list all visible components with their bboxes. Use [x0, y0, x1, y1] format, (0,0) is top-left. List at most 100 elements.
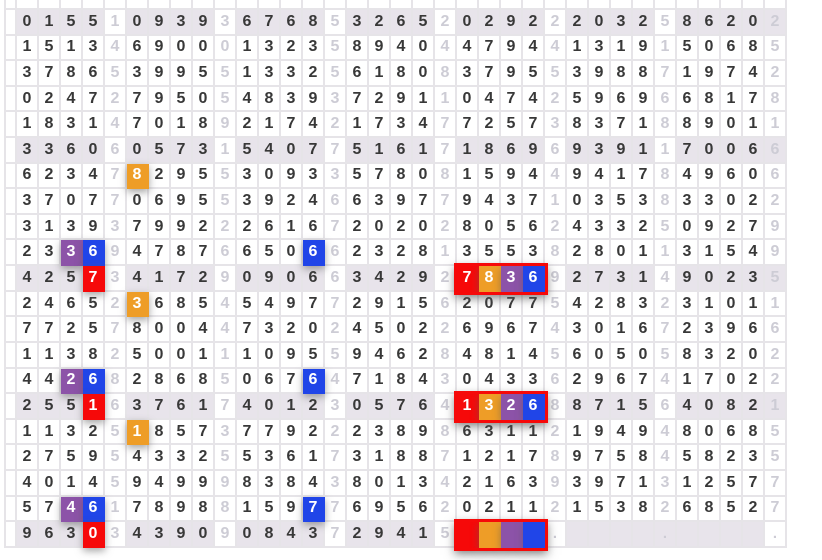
separator-digit-cell: 6	[105, 394, 127, 420]
grid-cell: 0	[567, 189, 589, 215]
separator-digit-cell: 7	[655, 317, 677, 343]
grid-cell: 7	[39, 496, 61, 523]
separator-digit-cell: 7	[105, 163, 127, 190]
grid-cell: 5	[633, 394, 655, 420]
grid-cell: 6	[127, 35, 149, 62]
grid-cell: 8	[391, 445, 413, 471]
grid-cell: 5	[721, 240, 743, 267]
grid-cell: 4	[523, 342, 545, 369]
grid-cell: 1	[611, 317, 633, 343]
empty-cell	[699, 522, 721, 548]
grid-cell: 0	[677, 214, 699, 241]
grid-cell: 7	[39, 317, 61, 343]
grid-cell: 9	[281, 419, 303, 446]
grid-cell: 5	[303, 342, 325, 369]
empty-cell	[633, 522, 655, 548]
separator-digit-cell: 6	[765, 163, 787, 190]
grid-cell: 5	[567, 86, 589, 113]
grid-cell: 3	[17, 61, 39, 87]
grid-cell: 3	[501, 368, 523, 395]
grid-cell: 7	[523, 291, 545, 318]
grid-cell: 4	[391, 522, 413, 548]
separator-digit-cell: 6	[215, 240, 237, 267]
grid-cell: 0	[127, 138, 149, 164]
grid-cell: 2	[83, 419, 105, 446]
grid-cell: 3	[611, 10, 633, 36]
partial-top-cell	[545, 0, 567, 10]
grid-cell: 1	[171, 112, 193, 139]
highlight-cell-red: 0	[83, 522, 105, 548]
partial-top-cell	[39, 0, 61, 10]
grid-cell: 7	[589, 394, 611, 420]
separator-digit-cell: 8	[545, 394, 567, 420]
separator-digit-cell: 7	[765, 470, 787, 497]
separator-digit-cell: 2	[765, 61, 787, 87]
grid-cell: 5	[61, 266, 83, 292]
separator-digit-cell: 5	[325, 342, 347, 369]
grid-cell: 0	[743, 10, 765, 36]
grid-cell: 5	[237, 291, 259, 318]
grid-cell: 0	[193, 35, 215, 62]
grid-cell: 0	[17, 86, 39, 113]
grid-cell: 5	[193, 61, 215, 87]
grid-cell: 3	[589, 214, 611, 241]
grid-cell: 9	[721, 317, 743, 343]
grid-cell: 1	[83, 112, 105, 139]
grid-cell: 2	[479, 445, 501, 471]
grid-cell: 3	[61, 522, 83, 548]
partial-left-cell	[4, 112, 17, 139]
grid-cell: 9	[567, 138, 589, 164]
grid-cell: 2	[281, 35, 303, 62]
grid-cell: 0	[171, 342, 193, 369]
grid-cell: 9	[149, 86, 171, 113]
grid-cell: 9	[171, 214, 193, 241]
highlight-cell-blue: 6	[523, 394, 545, 420]
grid-cell: 6	[83, 61, 105, 87]
grid-cell: 2	[479, 10, 501, 36]
grid-cell: 7	[743, 470, 765, 497]
grid-cell: 6	[523, 214, 545, 241]
grid-cell: 3	[39, 240, 61, 267]
grid-cell: 5	[259, 240, 281, 267]
partial-left-cell	[4, 445, 17, 471]
grid-cell: 1	[39, 214, 61, 241]
grid-cell: 1	[17, 35, 39, 62]
grid-cell: 6	[281, 445, 303, 471]
partial-top-cell	[149, 0, 171, 10]
grid-cell: 1	[237, 496, 259, 523]
grid-cell: 9	[567, 445, 589, 471]
grid-cell: 3	[413, 470, 435, 497]
grid-cell: 1	[193, 394, 215, 420]
grid-cell: 2	[457, 291, 479, 318]
grid-cell: 1	[39, 419, 61, 446]
grid-cell: 4	[303, 189, 325, 215]
grid-cell: 0	[17, 10, 39, 36]
grid-cell: 1	[677, 61, 699, 87]
grid-cell: 8	[677, 10, 699, 36]
partial-top-cell	[215, 0, 237, 10]
grid-cell: 4	[677, 394, 699, 420]
grid-cell: 7	[391, 394, 413, 420]
separator-digit-cell: 7	[435, 189, 457, 215]
grid-cell: 4	[39, 368, 61, 395]
grid-cell: 1	[61, 470, 83, 497]
grid-cell: 1	[501, 342, 523, 369]
grid-cell: 0	[259, 394, 281, 420]
grid-cell: 9	[699, 61, 721, 87]
grid-cell: 9	[259, 189, 281, 215]
separator-digit-cell: 7	[215, 394, 237, 420]
separator-digit-cell: 4	[655, 266, 677, 292]
partial-top-cell	[17, 0, 39, 10]
grid-cell: 0	[633, 342, 655, 369]
grid-cell: 3	[523, 368, 545, 395]
grid-cell: 5	[347, 138, 369, 164]
grid-cell: 0	[347, 394, 369, 420]
separator-digit-cell: 8	[545, 445, 567, 471]
grid-cell: 3	[237, 189, 259, 215]
grid-cell: 9	[567, 163, 589, 190]
grid-cell: 0	[721, 291, 743, 318]
separator-digit-cell: 5	[105, 61, 127, 87]
partial-left-cell	[4, 394, 17, 420]
grid-cell: 2	[17, 445, 39, 471]
grid-cell: 6	[633, 317, 655, 343]
